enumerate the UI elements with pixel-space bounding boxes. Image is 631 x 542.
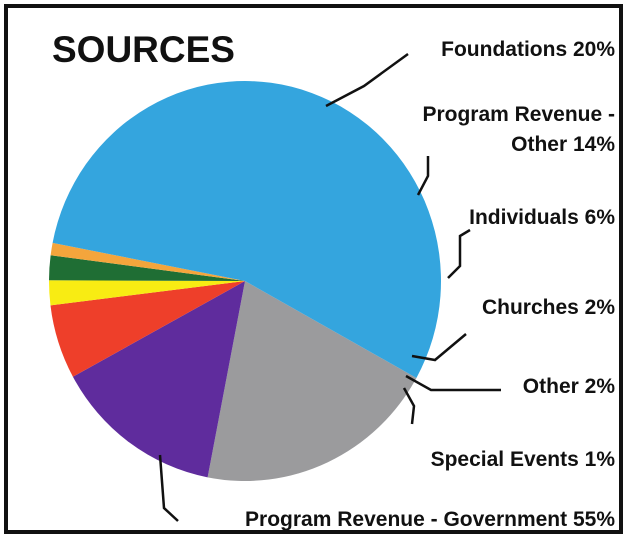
slice-label-4: Churches 2% [482,296,615,319]
leader-line-1 [325,52,409,108]
chart-frame: Foundations 20% Program Revenue -Other 14… [4,4,623,534]
leader-line-2 [416,156,430,196]
pie-slice-7 [52,81,441,378]
slice-label-5: Other 2% [523,375,616,398]
leader-line-5 [405,374,501,392]
slice-labels: Foundations 20% Program Revenue -Other 14… [245,38,615,531]
slice-label-6: Special Events 1% [431,448,616,471]
pie-slice-6 [50,242,245,281]
leader-line-3 [447,228,471,279]
pie-slice-4 [48,280,246,306]
pie-slice-1 [207,281,417,482]
leader-line-6 [402,387,416,425]
pie-slices [48,81,441,482]
slice-label-2: Program Revenue -Other 14% [422,103,615,156]
slice-label-3: Individuals 6% [469,206,615,229]
pie-slice-5 [49,255,245,281]
slice-label-7: Program Revenue - Government 55% [245,508,615,531]
leader-lines [158,52,501,522]
pie-chart: Foundations 20% Program Revenue -Other 14… [48,29,615,531]
leader-line-4 [411,333,467,362]
chart-title: SOURCES [52,29,235,70]
slice-label-1: Foundations 20% [441,38,615,61]
pie-slice-3 [50,281,246,377]
leader-line-7 [158,454,179,522]
pie-slice-2 [72,281,245,478]
